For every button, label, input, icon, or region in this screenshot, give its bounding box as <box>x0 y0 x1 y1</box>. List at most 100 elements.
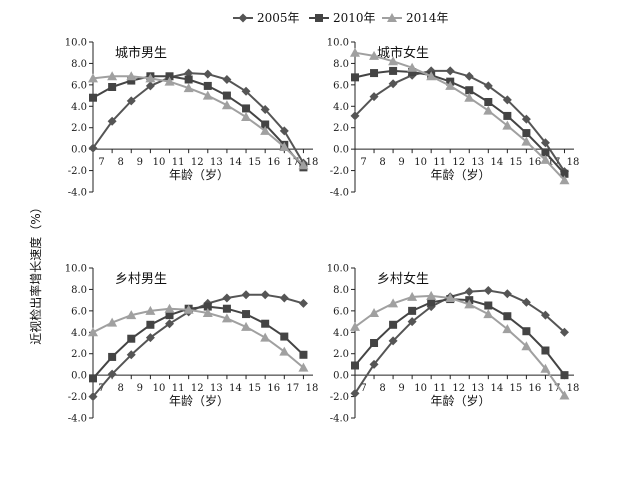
x-tick-label: 13 <box>471 383 484 394</box>
data-point <box>88 327 98 337</box>
data-point <box>221 313 232 323</box>
x-axis-label: 年龄（岁） <box>169 167 229 182</box>
y-tick-label: 6.0 <box>71 306 87 317</box>
data-point <box>127 76 136 85</box>
series-line-2014年 <box>92 307 305 369</box>
data-point <box>484 98 493 106</box>
x-tick-label: 14 <box>490 157 503 168</box>
data-point <box>369 308 380 317</box>
data-point <box>242 104 251 113</box>
data-point <box>241 321 252 331</box>
x-tick-label: 18 <box>306 157 319 168</box>
data-point <box>165 319 175 329</box>
x-tick-label: 14 <box>229 157 242 168</box>
x-tick-label: 10 <box>153 383 166 394</box>
x-tick-label: 9 <box>137 383 143 394</box>
data-point <box>184 68 194 78</box>
data-point <box>280 332 289 341</box>
data-point <box>107 369 117 379</box>
data-point <box>522 327 531 336</box>
y-tick-label: 10.0 <box>327 38 349 49</box>
x-axis-label: 年龄（岁） <box>430 393 490 408</box>
data-point <box>521 114 531 124</box>
data-point <box>261 319 270 328</box>
x-tick-label: 11 <box>172 157 185 168</box>
x-tick-label: 16 <box>529 383 542 394</box>
data-point <box>203 69 213 79</box>
data-point <box>298 298 308 308</box>
x-tick-label: 8 <box>379 157 385 168</box>
x-tick-label: 9 <box>398 157 404 168</box>
x-tick-label: 10 <box>153 157 166 168</box>
data-point <box>445 293 456 302</box>
y-tick-label: -2.0 <box>68 392 87 403</box>
data-point <box>560 371 569 380</box>
data-point <box>88 143 98 153</box>
data-point <box>541 148 550 157</box>
data-point <box>350 321 360 331</box>
data-point <box>299 350 308 359</box>
data-point <box>503 312 512 321</box>
data-point <box>203 302 212 311</box>
series-line-2005年 <box>354 69 566 173</box>
legend-marker-1 <box>315 14 323 22</box>
data-point <box>145 305 156 315</box>
data-point <box>522 129 531 138</box>
data-point <box>521 297 531 307</box>
data-point <box>108 83 117 91</box>
data-point <box>370 339 379 347</box>
x-tick-label: 8 <box>379 383 385 394</box>
data-point <box>426 290 437 300</box>
data-point <box>107 317 118 327</box>
data-point <box>389 320 398 329</box>
x-axis-label: 年龄（岁） <box>169 393 229 408</box>
data-point <box>145 81 155 91</box>
data-point <box>127 334 136 343</box>
data-point <box>351 73 359 82</box>
data-point <box>183 304 194 314</box>
data-point <box>465 86 474 95</box>
legend-marker-2 <box>387 13 397 22</box>
panel-title: 城市女生 <box>377 45 429 61</box>
y-tick-label: 0.0 <box>333 371 349 382</box>
x-tick-label: 10 <box>414 383 427 394</box>
panel-title: 乡村女生 <box>377 271 429 287</box>
legend-label-2: 2014年 <box>406 11 449 25</box>
y-tick-label: 4.0 <box>333 102 349 113</box>
y-tick-label: -4.0 <box>68 188 87 199</box>
data-point <box>89 374 97 383</box>
y-tick-label: 0.0 <box>71 371 87 382</box>
x-tick-label: 11 <box>433 383 446 394</box>
data-point <box>350 388 360 398</box>
y-tick-label: -4.0 <box>330 414 349 425</box>
x-tick-label: 13 <box>210 383 223 394</box>
data-point <box>183 83 194 93</box>
x-tick-label: 13 <box>471 157 484 168</box>
data-point <box>298 160 309 170</box>
data-point <box>222 91 231 100</box>
x-tick-label: 15 <box>510 383 523 394</box>
data-point <box>107 116 117 126</box>
data-point <box>241 112 252 121</box>
x-tick-label: 18 <box>567 383 580 394</box>
y-tick-label: 4.0 <box>333 328 349 339</box>
data-point <box>260 290 270 300</box>
data-point <box>145 333 155 343</box>
x-tick-label: 14 <box>490 383 503 394</box>
y-tick-label: 2.0 <box>333 349 349 360</box>
x-tick-label: 14 <box>229 383 242 394</box>
y-tick-label: 8.0 <box>333 285 349 296</box>
legend: 2005年 2010年 2014年 <box>233 11 449 25</box>
data-point <box>203 81 212 90</box>
x-tick-label: 15 <box>510 157 523 168</box>
data-point <box>407 62 418 72</box>
series-line-2010年 <box>92 75 305 169</box>
y-tick-label: 8.0 <box>71 59 87 70</box>
x-tick-label: 16 <box>267 383 280 394</box>
data-point <box>464 92 475 102</box>
y-tick-label: 2.0 <box>333 123 349 134</box>
data-point <box>388 298 399 308</box>
x-tick-label: 11 <box>433 157 446 168</box>
data-point <box>559 175 570 185</box>
data-point <box>126 310 137 320</box>
